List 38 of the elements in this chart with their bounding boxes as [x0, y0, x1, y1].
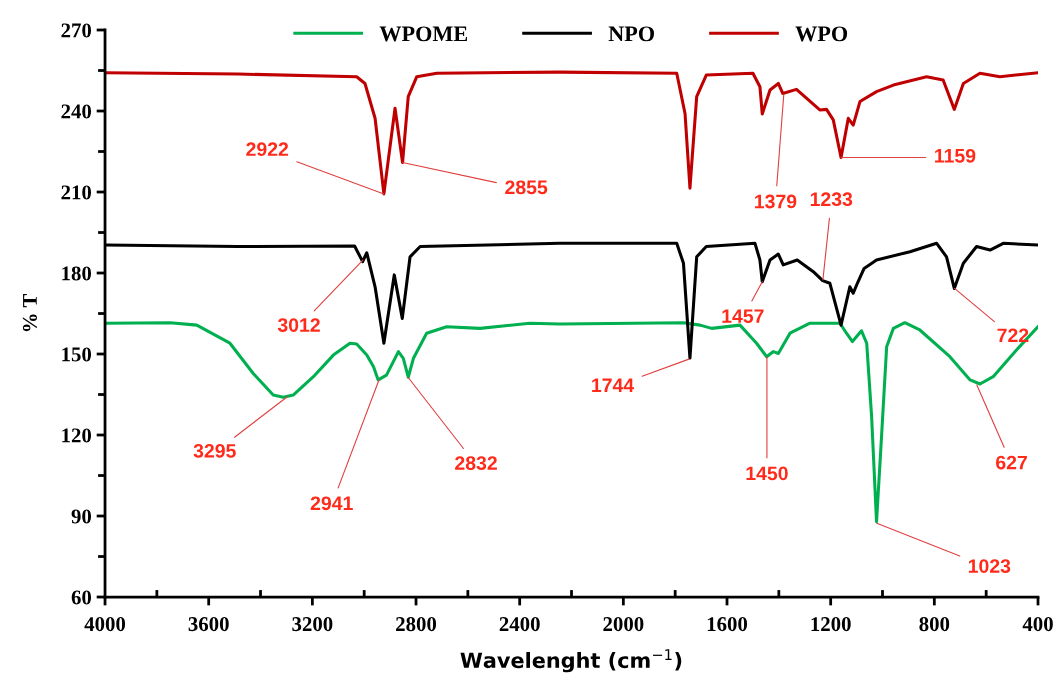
x-tick-label: 3600: [188, 617, 229, 632]
x-tick-label: 4000: [84, 617, 126, 632]
annotation: 1379: [755, 194, 797, 209]
annotation: 1744: [592, 378, 635, 392]
annotation: 722: [997, 328, 1029, 343]
annotation: 2922: [246, 142, 289, 157]
y-tick-label: 60: [71, 590, 92, 605]
y-tick-label: 270: [61, 23, 92, 38]
y-tick-label: 180: [62, 266, 92, 281]
y-axis-title: % T: [22, 294, 37, 332]
legend-label: NPO: [608, 26, 655, 42]
x-tick-label: 2800: [396, 617, 437, 632]
legend-label: WPOME: [379, 26, 468, 42]
x-tick-label: 3200: [292, 617, 333, 632]
x-tick-label: 2000: [603, 617, 644, 632]
y-tick-label: 210: [61, 185, 92, 200]
annotation: 3012: [277, 318, 320, 332]
x-tick-label: 400: [1022, 617, 1053, 632]
y-tick-label: 90: [71, 509, 92, 524]
annotation: 2941: [310, 496, 353, 511]
annotation: 627: [996, 455, 1027, 470]
annotation: 2832: [455, 456, 497, 470]
annotation: 3295: [193, 443, 236, 458]
annotation: 1450: [746, 466, 788, 481]
y-tick-label: 120: [62, 428, 92, 443]
annotation: 1457: [722, 309, 764, 323]
x-axis-title: Wavelenght (cm$^{−1}$): [460, 649, 682, 673]
y-tick-label: 240: [61, 104, 92, 119]
y-tick-label: 150: [62, 347, 92, 362]
x-tick-label: 2400: [499, 617, 540, 632]
annotation: 1233: [810, 192, 853, 207]
annotation: 2855: [505, 180, 548, 195]
x-tick-label: 1600: [707, 617, 748, 632]
legend-label: WPO: [795, 26, 848, 42]
x-tick-label: 800: [919, 617, 950, 632]
annotation: 1023: [968, 559, 1011, 573]
x-tick-label: 1200: [811, 617, 851, 632]
annotation: 1159: [935, 148, 976, 163]
